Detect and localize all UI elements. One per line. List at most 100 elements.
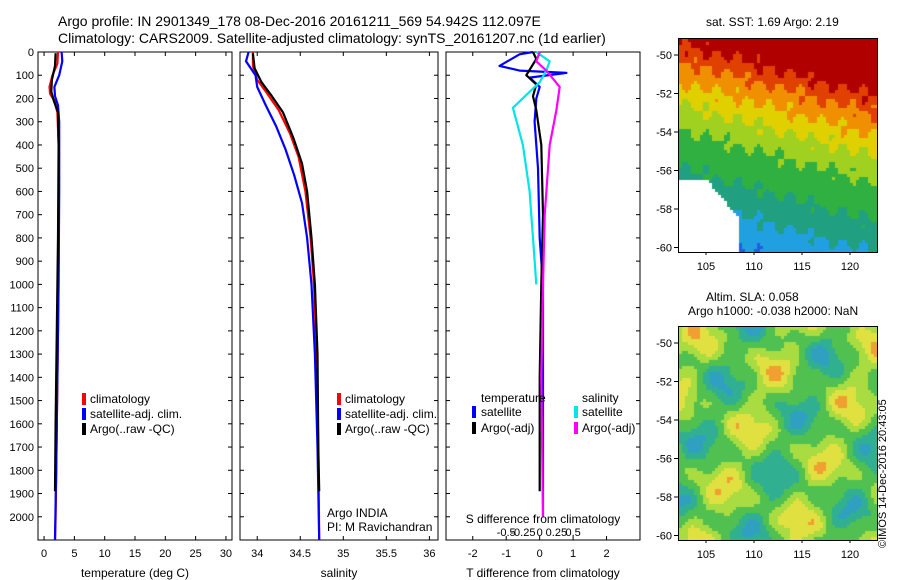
y-tick-label: 0 <box>28 47 34 59</box>
y-tick-label: 900 <box>16 256 34 268</box>
legend-item: Argo(-adj) <box>582 421 635 435</box>
y-tick-label: 1800 <box>10 465 34 477</box>
argo-annotation: Argo INDIA <box>327 506 388 520</box>
sst-x-tick-label: 120 <box>841 261 859 273</box>
sst-x-tick-label: 115 <box>793 261 811 273</box>
plot-frame <box>239 51 439 541</box>
x-tick-label: 0 <box>537 548 543 560</box>
sla-map-title-1: Altim. SLA: 0.058 <box>706 290 799 304</box>
x-tick-label: 34 <box>251 548 263 560</box>
panel-salinity <box>239 51 439 541</box>
sla-y-tick-label: -54 <box>656 415 672 427</box>
legend-item: satellite-adj. clim. <box>90 407 182 421</box>
y-tick-label: 1700 <box>10 442 34 454</box>
sla-x-tick-label: 110 <box>745 549 763 561</box>
y-tick-label: 1900 <box>10 489 34 501</box>
legend-swatch <box>574 406 578 418</box>
x-tick-label: 1 <box>570 548 576 560</box>
sla-y-tick-label: -58 <box>656 492 672 504</box>
plot-frame <box>37 51 233 541</box>
legend-swatch <box>337 408 341 420</box>
legend-swatch <box>82 393 86 405</box>
series-line-argo-raw-qc- <box>251 53 321 492</box>
x-tick-label: 25 <box>190 548 202 560</box>
sla-y-tick-label: -60 <box>656 531 672 543</box>
x-tick-label: 2 <box>603 548 609 560</box>
sst-x-tick-label: 105 <box>697 261 715 273</box>
top-axis-label: S difference from climatology <box>466 512 621 526</box>
series-line-s-argo-adj- <box>535 51 561 517</box>
sla-y-tick-label: -50 <box>656 338 672 350</box>
s-tick-label: -0.25 <box>510 527 535 539</box>
x-tick-label: 10 <box>99 548 111 560</box>
sst-y-tick-label: -54 <box>656 127 672 139</box>
x-tick-label: 0 <box>41 548 47 560</box>
y-tick-label: 600 <box>16 186 34 198</box>
y-tick-label: 1500 <box>10 396 34 408</box>
sst-x-tick-label: 110 <box>745 261 763 273</box>
x-tick-label: 36 <box>423 548 435 560</box>
x-tick-label: -1 <box>501 548 511 560</box>
legend-item: Argo(..raw -QC) <box>345 422 430 436</box>
x-tick-label: -2 <box>468 548 478 560</box>
series-line-argo-raw-qc- <box>50 53 60 492</box>
legend-swatch <box>337 423 341 435</box>
legend-item: climatology <box>345 392 405 406</box>
s-tick-label: 0.5 <box>565 527 580 539</box>
y-tick-label: 1600 <box>10 419 34 431</box>
sst-y-tick-label: -52 <box>656 89 672 101</box>
y-tick-label: 1100 <box>10 303 34 315</box>
sla-map-image <box>678 326 878 541</box>
s-tick-label: -0.5 <box>497 527 516 539</box>
legend-title-salinity: salinity <box>582 391 619 405</box>
y-tick-label: 200 <box>16 93 34 105</box>
sla-x-tick-label: 115 <box>793 549 811 561</box>
sst-y-tick-label: -60 <box>656 243 672 255</box>
y-tick-label: 1000 <box>10 279 34 291</box>
sst-y-tick-label: -50 <box>656 50 672 62</box>
legend-swatch <box>472 406 476 418</box>
legend-item: Argo(..raw -QC) <box>90 422 175 436</box>
legend-item: climatology <box>90 392 150 406</box>
legend-swatch <box>82 423 86 435</box>
series-line-t-argo-adj- <box>525 51 545 492</box>
header-line1: Argo profile: IN 2901349_178 08-Dec-2016… <box>58 13 541 29</box>
sst-map-image <box>678 38 878 253</box>
x-tick-label: 34.5 <box>290 548 311 560</box>
legend-swatch <box>472 422 476 434</box>
sst-y-tick-label: -56 <box>656 166 672 178</box>
sla-y-tick-label: -56 <box>656 454 672 466</box>
x-tick-label: 20 <box>159 548 171 560</box>
x-axis-label: T difference from climatology <box>466 566 620 580</box>
series-line-s-satellite <box>511 51 551 285</box>
header-line2: Climatology: CARS2009. Satellite-adjuste… <box>58 30 606 46</box>
panel-difference <box>445 50 641 541</box>
x-tick-label: 35.5 <box>376 548 397 560</box>
legend-item: Argo(-adj) <box>481 421 534 435</box>
y-tick-label: 400 <box>16 140 34 152</box>
s-tick-label: 0.25 <box>546 527 567 539</box>
legend-item: satellite <box>582 405 623 419</box>
argo-annotation: PI: M Ravichandran <box>327 520 432 534</box>
legend-item: satellite-adj. clim. <box>345 407 437 421</box>
x-tick-label: 35 <box>337 548 349 560</box>
y-tick-label: 1200 <box>10 326 34 338</box>
x-axis-label: salinity <box>321 566 358 580</box>
x-axis-label: temperature (deg C) <box>81 566 189 580</box>
sla-map-title-2: Argo h1000: -0.038 h2000: NaN <box>688 304 859 318</box>
s-tick-label: 0 <box>537 527 543 539</box>
x-tick-label: 15 <box>129 548 141 560</box>
sst-y-tick-label: -58 <box>656 204 672 216</box>
y-tick-label: 800 <box>16 233 34 245</box>
series-line-t-satellite <box>498 50 568 517</box>
imos-timestamp: ©IMOS 14-Dec-2016 20:43:05 <box>877 399 889 548</box>
legend-title-temperature: temperature <box>481 391 546 405</box>
y-tick-label: 300 <box>16 117 34 129</box>
x-tick-label: 5 <box>71 548 77 560</box>
y-tick-label: 2000 <box>10 512 34 524</box>
y-tick-label: 100 <box>16 70 34 82</box>
y-tick-label: 1400 <box>10 372 34 384</box>
legend-item: satellite <box>481 405 522 419</box>
sst-map-title: sat. SST: 1.69 Argo: 2.19 <box>706 15 839 29</box>
legend-swatch <box>337 393 341 405</box>
